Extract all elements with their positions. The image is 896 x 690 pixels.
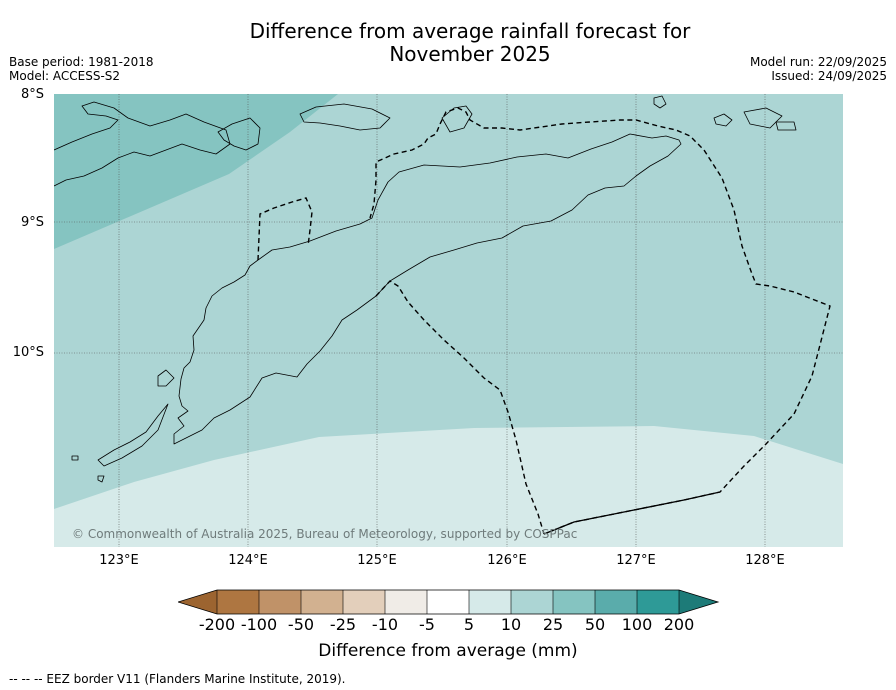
- band-25-50: [54, 94, 338, 249]
- legend-swatch-10-25: [511, 590, 553, 614]
- legend-swatch-25-10: [343, 590, 385, 614]
- island-small-1: [653, 95, 667, 109]
- lon-label-125e: 125°E: [357, 553, 397, 568]
- legend-swatch-5-10: [469, 590, 511, 614]
- legend-tick-10: 10: [500, 615, 522, 634]
- legend-swatch-100-50: [259, 590, 301, 614]
- lon-label-127e: 127°E: [616, 553, 656, 568]
- solid-maritime-border: [543, 491, 721, 535]
- island-tiny-2: [97, 475, 105, 483]
- model-run-text: Model run: 22/09/2025: [749, 55, 887, 69]
- legend-swatch-5-5: [427, 590, 469, 614]
- legend-tick-50: 50: [584, 615, 606, 634]
- rainfall-map: © Commonwealth of Australia 2025, Bureau…: [54, 94, 843, 547]
- eez-borders: [257, 107, 831, 535]
- island-small-2: [713, 113, 733, 127]
- legend-tick-25: 25: [542, 615, 564, 634]
- lat-label-10s: 10°S: [12, 345, 44, 360]
- legend-swatch-50-25: [301, 590, 343, 614]
- legend-tick-minus200: -200: [198, 615, 236, 634]
- lon-label-126e: 126°E: [487, 553, 527, 568]
- gridlines: [54, 94, 843, 547]
- legend-tick-minus10: -10: [371, 615, 399, 634]
- title-line-1: Difference from average rainfall forecas…: [249, 19, 691, 43]
- legend-tick-200: 200: [663, 615, 695, 634]
- lon-label-128e: 128°E: [745, 553, 785, 568]
- island-atauro: [441, 105, 473, 133]
- island-alor: [217, 117, 261, 151]
- left-metadata: Base period: 1981-2018 Model: ACCESS-S2: [9, 55, 154, 83]
- legend-tick-minus50: -50: [287, 615, 315, 634]
- issued-text: Issued: 24/09/2025: [771, 69, 887, 83]
- legend-swatch-below-200: [178, 590, 217, 614]
- legend-tick-5: 5: [463, 615, 475, 634]
- title-line-2: November 2025: [389, 42, 551, 66]
- legend-tick-100: 100: [621, 615, 653, 634]
- eez-oecusse-border: [257, 197, 313, 261]
- legend-swatch-100-200: [637, 590, 679, 614]
- legend-colorbar: [178, 589, 720, 615]
- lon-label-123e: 123°E: [99, 553, 139, 568]
- eez-timor-border: [375, 280, 545, 535]
- island-small-4: [775, 121, 797, 131]
- legend-swatch-above-200: [679, 590, 718, 614]
- coastlines: [54, 95, 797, 483]
- legend-swatch-200-100: [217, 590, 259, 614]
- island-rote: [97, 403, 169, 467]
- base-period-text: Base period: 1981-2018: [9, 55, 154, 69]
- model-text: Model: ACCESS-S2: [9, 69, 121, 83]
- legend-swatch-50-100: [595, 590, 637, 614]
- wetar-island: [299, 103, 391, 131]
- island-semau: [157, 369, 175, 387]
- lat-label-9s: 9°S: [20, 215, 44, 230]
- right-metadata: Model run: 22/09/2025 Issued: 24/09/2025: [750, 55, 887, 83]
- legend-title: Difference from average (mm): [318, 641, 578, 661]
- eez-footnote: -- -- -- EEZ border V11 (Flanders Marine…: [9, 672, 346, 686]
- map-title: Difference from average rainfall forecas…: [0, 20, 896, 66]
- lat-label-8s: 8°S: [20, 87, 44, 102]
- lon-label-124e: 124°E: [228, 553, 268, 568]
- legend-tick-minus5: -5: [419, 615, 435, 634]
- legend-swatch-25-50: [553, 590, 595, 614]
- legend-tick-minus100: -100: [240, 615, 278, 634]
- legend-dividers: [216, 590, 680, 614]
- band-5-10: [54, 426, 843, 547]
- timor-island: [173, 133, 682, 445]
- northwest-islands: [54, 101, 231, 187]
- legend-tick-minus25: -25: [329, 615, 357, 634]
- attribution-text: © Commonwealth of Australia 2025, Bureau…: [72, 527, 577, 541]
- legend-swatch-10-5: [385, 590, 427, 614]
- eez-australia-border: [369, 107, 831, 535]
- island-tiny-1: [71, 455, 79, 461]
